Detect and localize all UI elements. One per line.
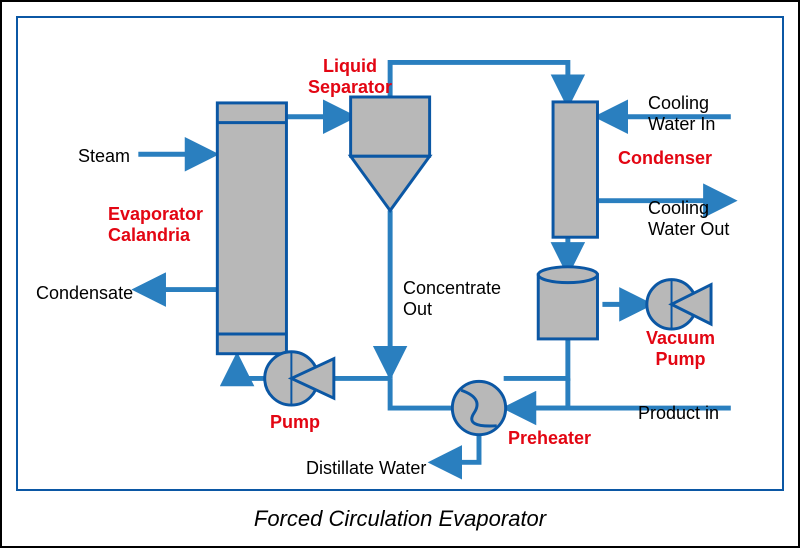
label-product-in: Product in bbox=[638, 403, 719, 424]
label-steam: Steam bbox=[78, 146, 130, 167]
label-condensate: Condensate bbox=[36, 283, 133, 304]
label-preheater: Preheater bbox=[508, 428, 591, 449]
equip-condenser bbox=[553, 102, 597, 237]
diagram-border: Liquid Separator Evaporator Calandria Co… bbox=[16, 16, 784, 491]
label-concentrate: Concentrate Out bbox=[403, 278, 501, 319]
equip-pump bbox=[265, 352, 334, 405]
line-tank-down bbox=[504, 339, 568, 378]
label-cw-out: Cooling Water Out bbox=[648, 198, 729, 239]
outer-frame: Liquid Separator Evaporator Calandria Co… bbox=[0, 0, 800, 548]
line-preh-to-tee bbox=[390, 378, 454, 408]
label-condenser: Condenser bbox=[618, 148, 712, 169]
label-vacuum-pump: Vacuum Pump bbox=[646, 328, 715, 369]
equip-preheater bbox=[452, 381, 505, 434]
equip-separator bbox=[351, 97, 430, 211]
line-distillate bbox=[435, 433, 479, 463]
caption: Forced Circulation Evaporator bbox=[2, 506, 798, 532]
label-pump: Pump bbox=[270, 412, 320, 433]
label-separator: Liquid Separator bbox=[308, 56, 392, 97]
line-pump-to-evap bbox=[237, 359, 267, 379]
equip-vacuum-tank bbox=[538, 267, 597, 339]
equip-vacuum-pump bbox=[647, 280, 711, 329]
label-cw-in: Cooling Water In bbox=[648, 93, 715, 134]
label-evaporator: Evaporator Calandria bbox=[108, 204, 203, 245]
label-distillate: Distillate Water bbox=[306, 458, 426, 479]
line-tank-to-preh bbox=[504, 378, 568, 408]
equip-evaporator bbox=[217, 103, 286, 354]
